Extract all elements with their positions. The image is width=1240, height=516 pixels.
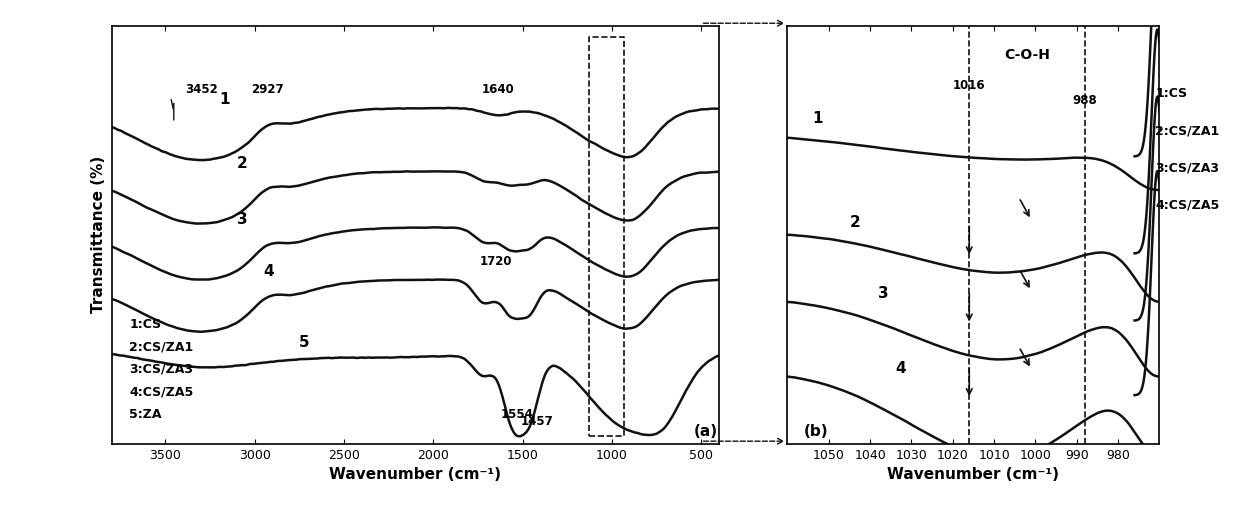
Text: 3: 3 xyxy=(237,212,247,227)
Text: 1016: 1016 xyxy=(954,79,986,92)
Text: 3:CS/ZA3: 3:CS/ZA3 xyxy=(1156,162,1219,174)
Text: 988: 988 xyxy=(1073,94,1097,107)
Text: C-O-H: C-O-H xyxy=(1004,49,1050,62)
Text: 3:CS/ZA3: 3:CS/ZA3 xyxy=(129,363,193,376)
Text: 1: 1 xyxy=(812,111,822,126)
Text: 5:ZA: 5:ZA xyxy=(129,408,162,421)
Text: 1: 1 xyxy=(218,92,229,107)
X-axis label: Wavenumber (cm⁻¹): Wavenumber (cm⁻¹) xyxy=(330,467,501,482)
Text: 1:CS: 1:CS xyxy=(1156,87,1188,100)
Text: (b): (b) xyxy=(804,424,828,439)
Text: 2:CS/ZA1: 2:CS/ZA1 xyxy=(129,341,193,353)
Text: 1720: 1720 xyxy=(480,254,512,268)
Text: 3: 3 xyxy=(878,286,889,301)
X-axis label: Wavenumber (cm⁻¹): Wavenumber (cm⁻¹) xyxy=(888,467,1059,482)
Text: (a): (a) xyxy=(694,424,718,439)
Text: 1:CS: 1:CS xyxy=(129,318,161,331)
Text: 1554: 1554 xyxy=(501,408,534,421)
Text: 2:CS/ZA1: 2:CS/ZA1 xyxy=(1156,124,1219,137)
Y-axis label: Transmittance (%): Transmittance (%) xyxy=(91,156,107,313)
Text: 2927: 2927 xyxy=(252,83,284,96)
Text: 4:CS/ZA5: 4:CS/ZA5 xyxy=(1156,199,1219,212)
Text: 2: 2 xyxy=(849,215,861,230)
Text: 2: 2 xyxy=(237,156,248,171)
Text: 1640: 1640 xyxy=(481,83,513,96)
Text: 4:CS/ZA5: 4:CS/ZA5 xyxy=(129,385,193,398)
Text: 5: 5 xyxy=(299,335,310,350)
Text: 3452: 3452 xyxy=(185,83,217,96)
Text: 4: 4 xyxy=(263,264,274,279)
Text: 4: 4 xyxy=(895,361,905,376)
Text: 1457: 1457 xyxy=(521,415,553,428)
